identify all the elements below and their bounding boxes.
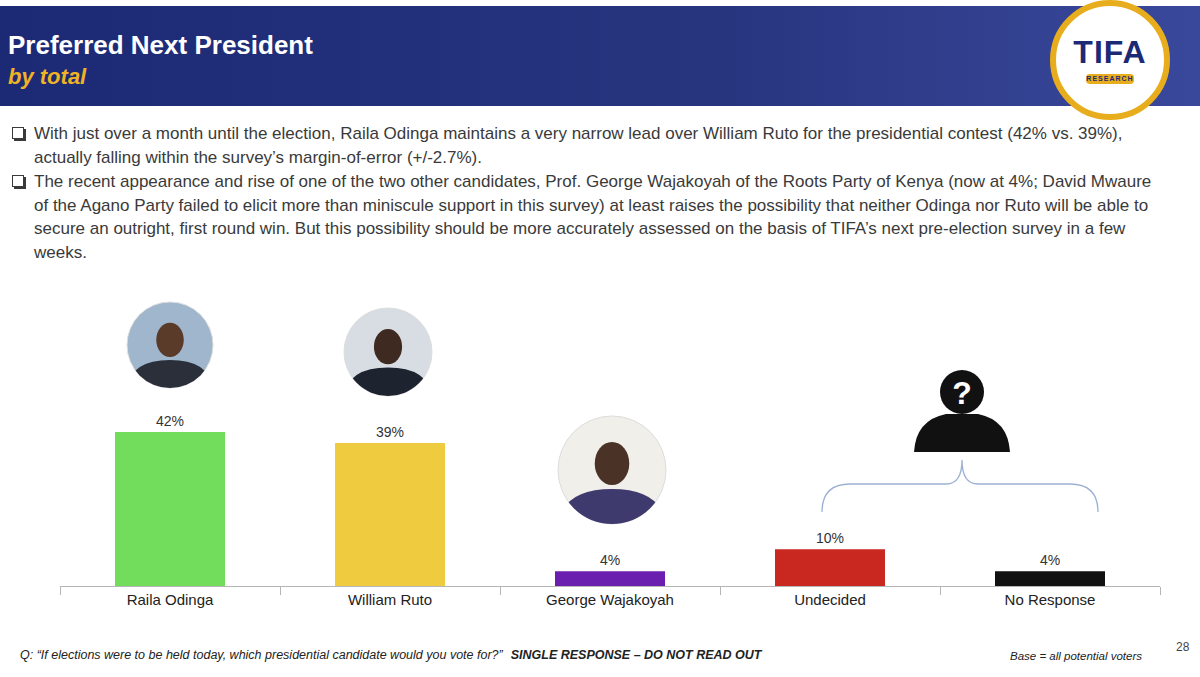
html-text:TIFA: TIFA bbox=[1073, 34, 1147, 70]
svg-text:William Ruto: William Ruto bbox=[348, 591, 432, 608]
svg-text:4%: 4% bbox=[1040, 552, 1060, 568]
svg-text:4%: 4% bbox=[600, 552, 620, 568]
svg-text:39%: 39% bbox=[376, 424, 404, 440]
svg-text:?: ? bbox=[952, 375, 972, 411]
svg-text:10%: 10% bbox=[816, 530, 844, 546]
html-text:RESEARCH: RESEARCH bbox=[1086, 75, 1134, 82]
html-text:SINGLE RESPONSE – DO NOT READ: SINGLE RESPONSE – DO NOT READ OUT bbox=[510, 648, 762, 662]
html-text:The recent appearance and rise: The recent appearance and rise of one of… bbox=[34, 172, 1152, 262]
html-text:Q: “If elections were to be he: Q: “If elections were to be held today, … bbox=[20, 648, 503, 662]
html-text:by total: by total bbox=[8, 64, 87, 89]
html-text:With just over a month until t: With just over a month until the electio… bbox=[34, 124, 1123, 167]
html-text:Preferred Next President: Preferred Next President bbox=[8, 30, 313, 60]
html-text:28: 28 bbox=[1176, 640, 1190, 654]
svg-text:42%: 42% bbox=[156, 413, 184, 429]
html-text:Base = all potential voters: Base = all potential voters bbox=[1010, 650, 1142, 662]
svg-text:George Wajakoyah: George Wajakoyah bbox=[546, 591, 674, 608]
svg-text:Raila Odinga: Raila Odinga bbox=[127, 591, 214, 608]
svg-text:No Response: No Response bbox=[1005, 591, 1096, 608]
svg-text:Undecided: Undecided bbox=[794, 591, 866, 608]
